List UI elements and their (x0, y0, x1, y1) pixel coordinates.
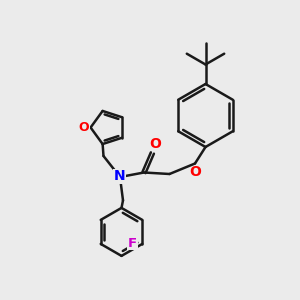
Text: O: O (189, 165, 201, 179)
Text: O: O (149, 136, 161, 151)
Text: O: O (79, 121, 89, 134)
Text: N: N (114, 169, 125, 183)
Text: F: F (128, 237, 137, 250)
